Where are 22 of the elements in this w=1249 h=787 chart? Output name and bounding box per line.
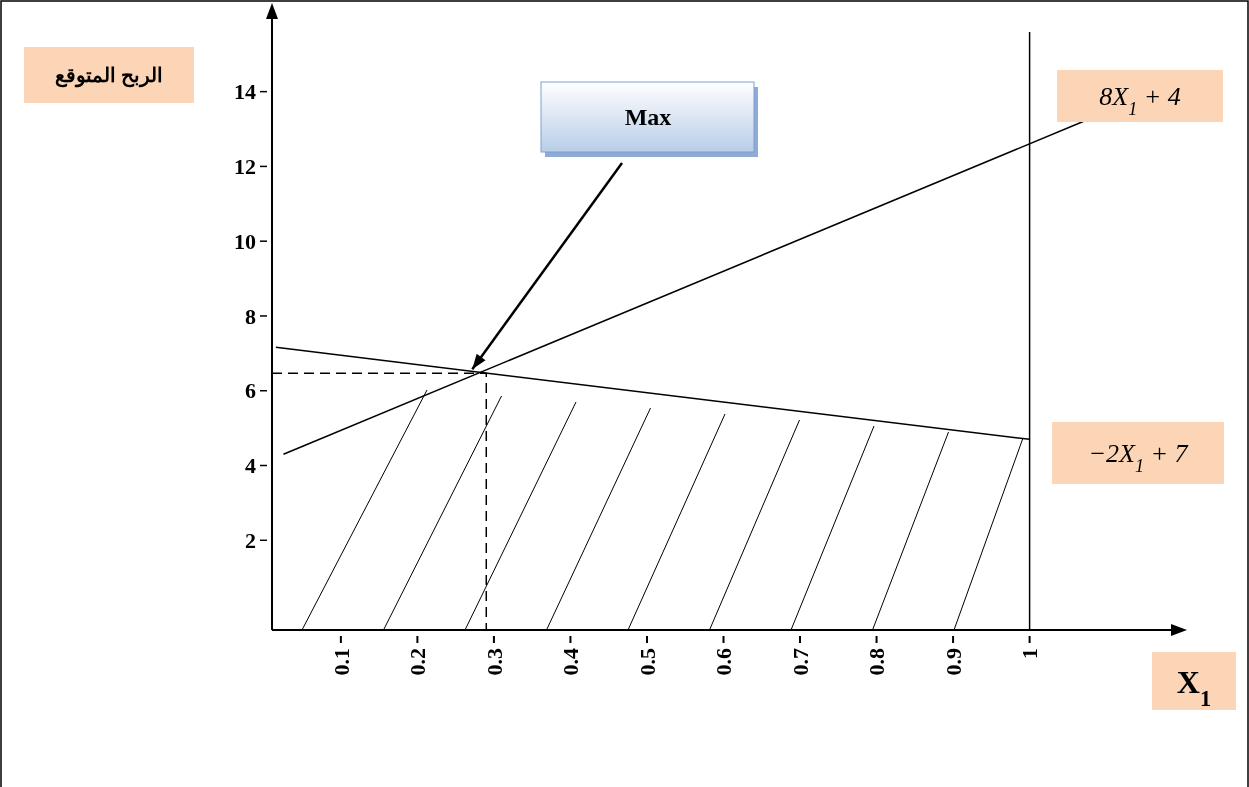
y-tick-label: 12 [234,154,256,180]
annotation: Max [624,104,672,131]
x-tick-label: 0.8 [864,648,890,676]
x-axis-title: X$_{1}$ [1176,664,1212,711]
x-tick-label: 0.6 [711,648,737,676]
x-tick-label: 0.4 [558,648,584,676]
x-tick-label: 0.9 [940,648,966,676]
y-tick-label: 6 [245,378,256,404]
y-tick-label: 8 [245,303,256,329]
series-label: 8X$_{1}$ + 4 [1099,82,1181,120]
x-tick-label: 0.1 [328,648,354,676]
x-tick-label: 0.2 [405,648,431,676]
x-tick-label: 0.3 [481,648,507,676]
y-tick-label: 4 [245,453,256,479]
y-tick-label: 10 [234,228,256,254]
y-tick-label: 2 [245,527,256,553]
text: −2X$_{1}$ + 7 [1088,439,1189,477]
x-tick-label: 0.5 [634,648,660,676]
x-tick-label: 1 [1017,648,1043,659]
x-tick-label: 0.7 [787,648,813,676]
y-axis-title: الربح المتوقع [55,64,163,88]
y-tick-label: 14 [234,79,256,105]
